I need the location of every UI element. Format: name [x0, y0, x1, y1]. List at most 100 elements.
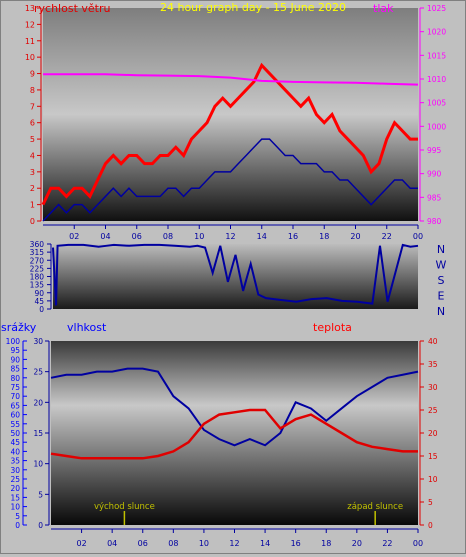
pressure-axis-title: tlak [373, 2, 394, 15]
pressure-tick-label: 1005 [427, 99, 446, 108]
wind-speed-tick-label: 11 [25, 37, 35, 46]
wind-speed-tick-label: 4 [30, 151, 35, 160]
wind-speed-tick-label: 10 [25, 53, 35, 62]
chart-title: 24 hour graph day - 15 June 2020 [160, 1, 346, 14]
wind-time-tick-label: 12 [225, 232, 235, 241]
rain-tick-label: 45 [10, 438, 20, 447]
pressure-tick-label: 1020 [427, 28, 446, 37]
pressure-tick-label: 980 [427, 217, 442, 226]
humidity-tick-label: 20 [33, 398, 43, 407]
climate-time-tick-label: 12 [229, 539, 239, 548]
wind-speed-tick-label: 9 [30, 70, 35, 79]
wind-speed-tick-label: 0 [30, 217, 35, 226]
rain-tick-label: 70 [10, 392, 20, 401]
rain-tick-label: 55 [10, 420, 20, 429]
rain-tick-label: 40 [10, 447, 20, 456]
temperature-line [50, 408, 418, 460]
direction-tick-label: 360 [30, 240, 45, 249]
pressure-line [43, 73, 419, 86]
rain-tick-label: 65 [10, 401, 20, 410]
wind-time-tick-label: 18 [319, 232, 329, 241]
humidity-tick-label: 30 [33, 337, 43, 346]
wind-average-line [42, 138, 418, 222]
climate-time-tick-label: 10 [199, 539, 209, 548]
wind-speed-tick-label: 6 [30, 119, 35, 128]
temperature-tick-label: 25 [428, 406, 438, 415]
climate-time-tick-label: 06 [138, 539, 148, 548]
temperature-tick-label: 15 [428, 452, 438, 461]
wind-speed-axis-title: rychlost větru [34, 2, 110, 15]
direction-tick-label: 225 [30, 264, 45, 273]
rain-tick-label: 80 [10, 374, 20, 383]
rain-tick-label: 10 [10, 503, 20, 512]
climate-panel-background [51, 341, 418, 525]
temperature-tick-label: 10 [428, 475, 438, 484]
pressure-tick-label: 995 [427, 146, 442, 155]
humidity-tick-label: 25 [33, 368, 43, 377]
humidity-line [50, 367, 419, 447]
wind-time-tick-label: 02 [69, 232, 79, 241]
wind-time-tick-label: 10 [194, 232, 204, 241]
wind-time-tick-label: 08 [163, 232, 173, 241]
climate-time-tick-label: 20 [352, 539, 362, 548]
direction-panel-background [53, 244, 418, 309]
rain-tick-label: 60 [10, 411, 20, 420]
climate-time-tick-label: 14 [260, 539, 270, 548]
humidity-temperature-plot: 0510152025303540455055606570758085909510… [6, 337, 438, 548]
rain-tick-label: 20 [10, 484, 20, 493]
rain-tick-label: 90 [10, 355, 20, 364]
wind-panel-background [43, 8, 418, 221]
temperature-tick-label: 5 [428, 498, 433, 507]
wind-time-tick-label: 20 [350, 232, 360, 241]
wind-time-tick-label: 00 [413, 232, 423, 241]
direction-tick-label: 315 [30, 248, 45, 257]
rain-tick-label: 50 [10, 429, 20, 438]
wind-speed-tick-label: 5 [30, 135, 35, 144]
wind-speed-tick-label: 8 [30, 86, 35, 95]
humidity-tick-label: 10 [33, 460, 43, 469]
rain-tick-label: 35 [10, 457, 20, 466]
wind-speed-tick-label: 3 [30, 168, 35, 177]
rain-tick-label: 75 [10, 383, 20, 392]
wind-pressure-plot: 0123456789101112139809859909951000100510… [25, 4, 447, 241]
rain-tick-label: 25 [10, 475, 20, 484]
climate-time-tick-label: 02 [76, 539, 86, 548]
pressure-tick-label: 985 [427, 193, 442, 202]
direction-tick-label: 45 [34, 297, 44, 306]
climate-time-tick-label: 04 [107, 539, 117, 548]
rain-axis-title: srážky [1, 321, 37, 334]
climate-time-tick-label: 08 [168, 539, 178, 548]
wind-time-tick-label: 14 [257, 232, 267, 241]
rain-tick-label: 15 [10, 493, 20, 502]
climate-time-tick-label: 00 [413, 539, 423, 548]
compass-label: N [437, 305, 445, 318]
direction-tick-label: 270 [30, 256, 45, 265]
humidity-tick-label: 0 [38, 521, 43, 530]
climate-time-tick-label: 22 [382, 539, 392, 548]
direction-tick-label: 0 [39, 305, 44, 314]
compass-label: E [438, 290, 445, 303]
temperature-tick-label: 20 [428, 429, 438, 438]
wind-time-tick-label: 16 [288, 232, 298, 241]
sun-event-label: západ slunce [347, 502, 403, 512]
pressure-tick-label: 1010 [427, 75, 446, 84]
temperature-axis-title: teplota [313, 321, 352, 334]
rain-tick-label: 5 [15, 512, 20, 521]
direction-tick-label: 135 [30, 281, 45, 290]
pressure-tick-label: 990 [427, 170, 442, 179]
rain-tick-label: 30 [10, 466, 20, 475]
compass-label: S [438, 274, 445, 287]
temperature-tick-label: 35 [428, 360, 438, 369]
direction-tick-label: 180 [30, 273, 45, 282]
rain-tick-label: 0 [15, 521, 20, 530]
wind-speed-tick-label: 12 [25, 20, 35, 29]
pressure-tick-label: 1000 [427, 122, 446, 131]
temperature-tick-label: 40 [428, 337, 438, 346]
humidity-tick-label: 5 [38, 490, 43, 499]
wind-time-tick-label: 06 [132, 232, 142, 241]
wind-time-tick-label: 04 [100, 232, 110, 241]
climate-time-tick-label: 16 [291, 539, 301, 548]
